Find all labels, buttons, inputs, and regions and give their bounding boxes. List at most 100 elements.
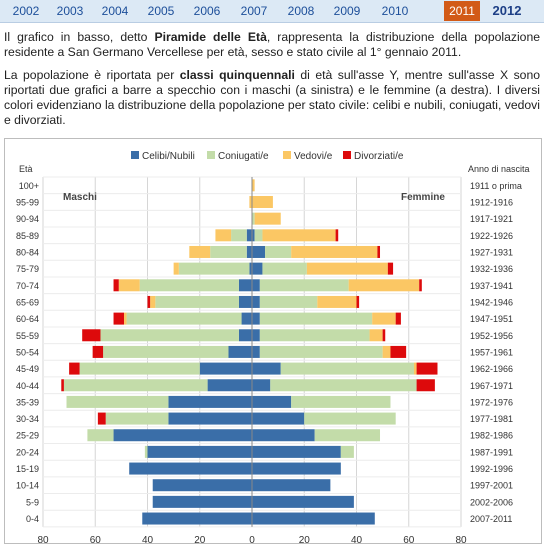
bar-female-vedovie — [262, 229, 336, 242]
birth-year-label: 1957-1961 — [470, 347, 513, 357]
bar-female-vedovie — [291, 245, 378, 258]
x-tick-label: 0 — [249, 535, 255, 543]
bar-male-celibinubili — [168, 395, 252, 408]
legend-swatch — [207, 151, 215, 159]
bar-female-divorziatie — [377, 245, 381, 258]
bar-male-vedovie — [173, 262, 179, 275]
bar-male-coniugatie — [87, 429, 114, 442]
bar-female-coniugatie — [262, 262, 307, 275]
birth-year-axis-label: Anno di nascita — [468, 164, 530, 174]
bar-male-celibinubili — [246, 229, 252, 242]
bar-female-vedovie — [317, 295, 357, 308]
bar-female-divorziatie — [390, 345, 407, 358]
year-link-2005[interactable]: 2005 — [147, 4, 175, 18]
bar-female-celibinubili — [252, 262, 263, 275]
birth-year-label: 1947-1951 — [470, 314, 513, 324]
bar-female-coniugatie — [340, 445, 354, 458]
bar-male-vedovie — [249, 195, 252, 208]
birth-year-label: 1917-1921 — [470, 214, 513, 224]
age-tick-label: 20-24 — [16, 447, 39, 457]
bar-female-coniugatie — [252, 212, 255, 225]
birth-year-label: 1992-1996 — [470, 464, 513, 474]
age-tick-label: 75-79 — [16, 264, 39, 274]
year-link-2002[interactable]: 2002 — [12, 4, 40, 18]
bar-male-celibinubili — [147, 445, 252, 458]
age-tick-label: 45-49 — [16, 364, 39, 374]
age-tick-label: 90-94 — [16, 214, 39, 224]
bar-female-coniugatie — [259, 329, 370, 342]
year-link-2008[interactable]: 2008 — [287, 4, 315, 18]
bar-female-divorziatie — [419, 279, 422, 292]
bar-male-coniugatie — [144, 445, 148, 458]
age-axis-label: Età — [19, 164, 33, 174]
bar-female-divorziatie — [416, 362, 438, 375]
bar-male-coniugatie — [210, 245, 247, 258]
legend-label: Divorziati/e — [354, 151, 404, 162]
bar-male-celibinubili — [238, 295, 252, 308]
bar-male-vedovie — [215, 229, 232, 242]
population-pyramid-chart: Celibi/Nubili Coniugati/e Vedovi/e Divorzia… — [4, 138, 542, 546]
birth-year-label: 1912-1916 — [470, 197, 513, 207]
year-link-2004[interactable]: 2004 — [101, 4, 129, 18]
bar-female-coniugatie — [270, 379, 417, 392]
intro-text: Il grafico in basso, detto Piramide dell… — [4, 30, 540, 136]
intro-paragraph-2: La popolazione è riportata per classi qu… — [4, 68, 540, 128]
legend-label: Celibi/Nubili — [142, 151, 195, 162]
age-tick-label: 80-84 — [16, 247, 39, 257]
birth-year-label: 1922-1926 — [470, 231, 513, 241]
bar-male-coniugatie — [79, 362, 200, 375]
age-tick-label: 15-19 — [16, 464, 39, 474]
x-tick-label: 60 — [90, 535, 102, 543]
bar-male-divorziatie — [113, 312, 124, 325]
x-tick-label: 80 — [37, 535, 49, 543]
bar-male-coniugatie — [63, 379, 208, 392]
birth-year-label: 1952-1956 — [470, 331, 513, 341]
bar-female-coniugatie — [259, 345, 383, 358]
age-tick-label: 100+ — [19, 181, 39, 191]
bar-female-vedovie — [382, 345, 391, 358]
age-tick-label: 65-69 — [16, 297, 39, 307]
bar-female-celibinubili — [252, 295, 260, 308]
bar-female-celibinubili — [252, 412, 305, 425]
year-link-2006[interactable]: 2006 — [193, 4, 221, 18]
bar-male-coniugatie — [155, 295, 239, 308]
year-link-2009[interactable]: 2009 — [333, 4, 361, 18]
bar-female-celibinubili — [252, 495, 354, 508]
bar-female-coniugatie — [314, 429, 381, 442]
bar-female-divorziatie — [387, 262, 394, 275]
intro-p1-text: Il grafico in basso, detto — [4, 30, 155, 44]
age-tick-label: 40-44 — [16, 381, 39, 391]
legend-label: Vedovi/e — [294, 151, 333, 162]
age-tick-label: 55-59 — [16, 331, 39, 341]
bar-male-celibinubili — [168, 412, 252, 425]
bar-male-celibinubili — [129, 462, 252, 475]
females-label: Femmine — [401, 192, 445, 203]
birth-year-label: 1937-1941 — [470, 281, 513, 291]
birth-year-label: 1997-2001 — [470, 481, 513, 491]
bar-male-coniugatie — [105, 412, 169, 425]
year-link-2010[interactable]: 2010 — [381, 4, 409, 18]
year-link-2011[interactable]: 2011 — [444, 1, 480, 21]
birth-year-label: 1982-1986 — [470, 431, 513, 441]
bar-female-celibinubili — [252, 395, 292, 408]
birth-year-label: 1942-1946 — [470, 297, 513, 307]
bar-female-coniugatie — [259, 295, 318, 308]
bar-male-coniugatie — [139, 279, 239, 292]
age-tick-label: 70-74 — [16, 281, 39, 291]
bar-female-celibinubili — [252, 329, 260, 342]
year-link-2003[interactable]: 2003 — [56, 4, 84, 18]
bar-male-divorziatie — [61, 379, 64, 392]
age-tick-label: 0-4 — [26, 514, 39, 524]
legend-swatch — [343, 151, 351, 159]
year-link-2012[interactable]: 2012 — [492, 3, 522, 18]
bar-female-coniugatie — [280, 362, 414, 375]
year-link-2007[interactable]: 2007 — [240, 4, 268, 18]
age-tick-label: 35-39 — [16, 397, 39, 407]
age-tick-label: 60-64 — [16, 314, 39, 324]
bar-female-celibinubili — [252, 462, 341, 475]
bar-female-divorziatie — [382, 329, 386, 342]
bar-male-coniugatie — [126, 312, 242, 325]
x-tick-label: 40 — [351, 535, 363, 543]
bar-male-celibinubili — [142, 512, 252, 525]
birth-year-label: 1977-1981 — [470, 414, 513, 424]
